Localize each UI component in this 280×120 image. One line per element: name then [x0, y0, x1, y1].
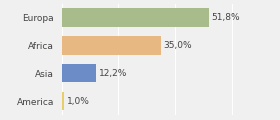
- Text: 1,0%: 1,0%: [67, 97, 90, 106]
- Text: 35,0%: 35,0%: [164, 41, 192, 50]
- Bar: [62, 64, 96, 82]
- Bar: [62, 92, 64, 110]
- Bar: [62, 36, 161, 54]
- Text: 51,8%: 51,8%: [211, 13, 240, 22]
- Bar: [62, 9, 209, 27]
- Text: 12,2%: 12,2%: [99, 69, 127, 78]
